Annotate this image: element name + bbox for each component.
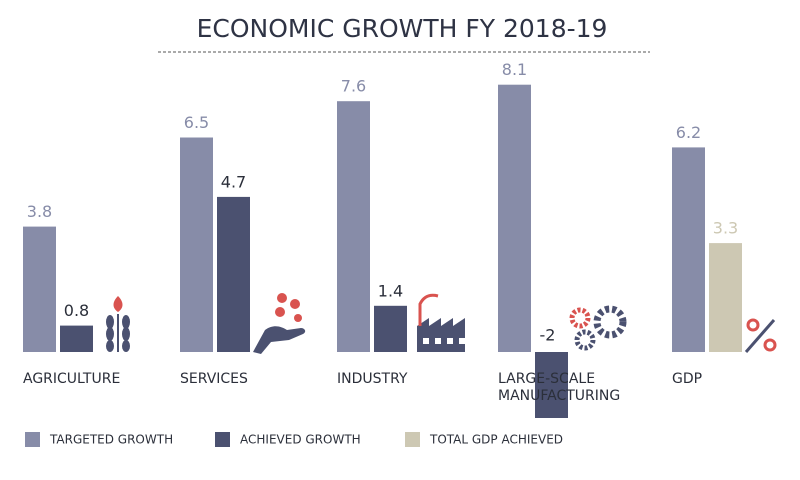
bar bbox=[709, 243, 742, 352]
bar bbox=[23, 226, 56, 352]
bar bbox=[180, 137, 213, 352]
category-label: LARGE-SCALE MANUFACTURING bbox=[498, 371, 621, 404]
value-label: 3.3 bbox=[713, 219, 738, 238]
value-label: 7.6 bbox=[341, 77, 366, 96]
category-label: AGRICULTURE bbox=[23, 371, 121, 387]
legend-label: TOTAL GDP ACHIEVED bbox=[429, 433, 563, 447]
category-label: GDP bbox=[672, 371, 703, 387]
bar bbox=[337, 101, 370, 352]
chart-title: ECONOMIC GROWTH FY 2018-19 bbox=[197, 14, 608, 43]
legend-swatch bbox=[25, 432, 40, 447]
legend-swatch bbox=[215, 432, 230, 447]
value-label: 6.5 bbox=[184, 113, 209, 132]
value-label: 4.7 bbox=[221, 172, 246, 191]
category-label: SERVICES bbox=[180, 371, 248, 387]
value-label: 3.8 bbox=[27, 202, 52, 221]
bar bbox=[374, 305, 407, 352]
gears-icon bbox=[569, 305, 627, 351]
bar bbox=[60, 325, 93, 352]
category-label: INDUSTRY bbox=[337, 371, 408, 387]
bar bbox=[498, 84, 531, 352]
factory-icon bbox=[417, 293, 465, 352]
value-label: -2 bbox=[540, 326, 556, 345]
legend-label: TARGETED GROWTH bbox=[49, 433, 173, 447]
wheat-icon bbox=[106, 296, 130, 352]
value-label: 1.4 bbox=[378, 281, 403, 300]
bar bbox=[672, 147, 705, 352]
hand-icon bbox=[253, 293, 306, 354]
bar bbox=[535, 352, 568, 418]
legend-swatch bbox=[405, 432, 420, 447]
legend-label: ACHIEVED GROWTH bbox=[240, 433, 361, 447]
value-label: 8.1 bbox=[502, 60, 527, 79]
percent-icon bbox=[744, 318, 777, 353]
value-label: 6.2 bbox=[676, 123, 701, 142]
value-label: 0.8 bbox=[64, 301, 89, 320]
bar bbox=[217, 196, 250, 352]
